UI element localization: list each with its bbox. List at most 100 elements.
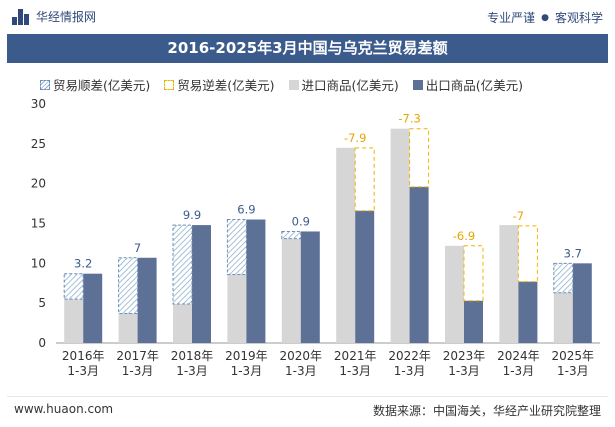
bar-deficit [463, 245, 484, 302]
bar-export [355, 210, 375, 343]
legend-label-deficit: 贸易逆差(亿美元) [177, 78, 275, 93]
legend-swatch-export [412, 79, 423, 90]
x-tick-label: 1-3月 [557, 364, 589, 378]
data-label-surplus: 9.9 [183, 208, 201, 222]
y-tick-label: 30 [31, 97, 46, 111]
brand-name: 华经情报网 [36, 10, 97, 24]
bar-surplus [226, 219, 247, 275]
bar-export [192, 225, 211, 343]
bar-deficit [354, 147, 375, 212]
data-label-deficit: -6.9 [453, 229, 475, 243]
y-tick-label: 15 [31, 217, 46, 231]
bar-import [118, 313, 138, 343]
x-tick-label: 2019年 [225, 349, 268, 363]
bar-deficit [409, 128, 430, 188]
x-tick-label: 1-3月 [339, 364, 371, 378]
bar-export [246, 219, 266, 343]
slogan-left: 专业严谨 [487, 11, 536, 25]
x-tick-label: 1-3月 [394, 364, 426, 378]
legend-swatch-deficit [164, 79, 175, 90]
bar-export [137, 257, 157, 343]
x-tick-label: 2021年 [334, 349, 377, 363]
x-tick-label: 2017年 [116, 349, 159, 363]
x-tick-label: 1-3月 [503, 364, 535, 378]
bar-surplus [553, 262, 574, 294]
data-label-surplus: 0.9 [292, 214, 310, 228]
bar-surplus [118, 257, 139, 315]
slogan: 专业严谨 ● 客观科学 [487, 9, 603, 26]
data-label-deficit: -7 [513, 209, 524, 223]
x-tick-label: 1-3月 [448, 364, 480, 378]
x-tick-label: 1-3月 [176, 364, 208, 378]
bar-import [173, 303, 192, 343]
title-bar: 2016-2025年3月中国与乌克兰贸易差额 [7, 34, 608, 63]
chart-legend: 贸易顺差(亿美元) 贸易逆差(亿美元) 进口商品(亿美元) 出口商品(亿美元) [40, 75, 523, 94]
data-label-surplus: 6.9 [237, 203, 255, 217]
bar-surplus [172, 224, 193, 305]
data-label-surplus: 3.2 [74, 257, 92, 271]
x-tick-label: 1-3月 [122, 364, 154, 378]
bar-import [64, 299, 84, 343]
data-label-surplus: 3.7 [564, 246, 582, 260]
footer-source: 数据来源：中国海关，华经产业研究院整理 [372, 404, 601, 418]
legend-item-surplus: 贸易顺差(亿美元) [40, 75, 150, 94]
bar-surplus [281, 230, 302, 240]
slogan-right: 客观科学 [554, 11, 603, 25]
bar-import [281, 238, 301, 343]
x-tick-label: 1-3月 [67, 364, 99, 378]
x-tick-label: 2022年 [388, 349, 431, 363]
bar-import [553, 292, 573, 343]
brand-logo-icon [12, 8, 30, 25]
data-label-surplus: 7 [134, 241, 141, 255]
bar-export [83, 273, 103, 343]
y-tick-label: 25 [31, 137, 46, 151]
x-tick-label: 2018年 [171, 349, 214, 363]
x-tick-label: 2025年 [552, 349, 595, 363]
data-label-deficit: -7.9 [344, 131, 366, 145]
bar-deficit [517, 225, 538, 283]
top-bar: 华经情报网 专业严谨 ● 客观科学 [0, 0, 615, 34]
legend-label-import: 进口商品(亿美元) [301, 78, 399, 93]
legend-item-import: 进口商品(亿美元) [288, 75, 399, 94]
bar-export [518, 281, 538, 343]
bar-export [300, 231, 320, 343]
bar-import [390, 128, 410, 343]
y-tick-label: 20 [31, 177, 46, 191]
legend-label-export: 出口商品(亿美元) [425, 78, 524, 93]
x-tick-label: 2023年 [443, 349, 486, 363]
chart-title: 2016-2025年3月中国与乌克兰贸易差额 [167, 39, 448, 57]
x-tick-label: 2024年 [497, 349, 540, 363]
data-label-deficit: -7.3 [398, 112, 420, 126]
bar-export [409, 186, 429, 343]
legend-swatch-surplus [40, 79, 50, 90]
bar-export [464, 300, 483, 343]
footer-website[interactable]: www.huaon.com [14, 402, 114, 416]
x-tick-label: 1-3月 [285, 364, 317, 378]
bar-import [336, 147, 356, 343]
legend-item-export: 出口商品(亿美元) [412, 75, 524, 94]
x-tick-label: 2020年 [280, 349, 323, 363]
bullet-icon: ● [541, 12, 549, 23]
bar-surplus [63, 273, 84, 300]
x-tick-label: 2016年 [62, 349, 105, 363]
legend-item-deficit: 贸易逆差(亿美元) [164, 75, 275, 94]
footer-divider [7, 396, 608, 397]
legend-swatch-import [288, 79, 299, 90]
bar-import [227, 274, 247, 343]
x-tick-label: 1-3月 [231, 364, 263, 378]
y-tick-label: 10 [31, 256, 46, 270]
y-tick-label: 0 [38, 336, 46, 350]
legend-label-surplus: 贸易顺差(亿美元) [53, 78, 151, 93]
bar-export [572, 263, 592, 343]
brand[interactable]: 华经情报网 [12, 8, 96, 25]
